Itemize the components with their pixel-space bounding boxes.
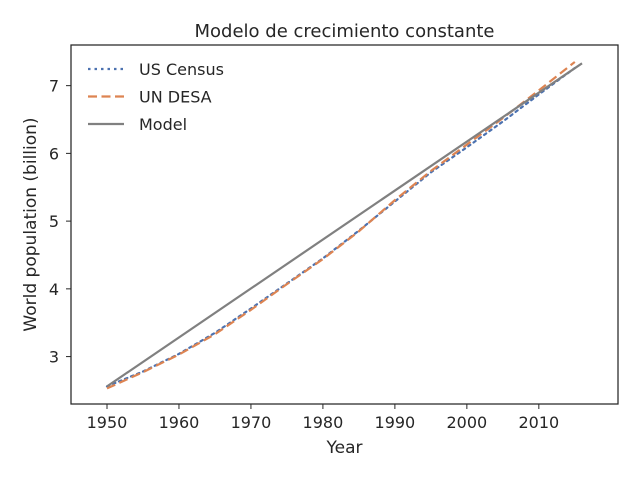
x-tick-label: 2010 — [518, 413, 559, 432]
x-tick-label: 1990 — [375, 413, 416, 432]
y-tick-label: 3 — [49, 348, 59, 367]
legend: US Census UN DESA Model — [88, 60, 224, 134]
x-tick-label: 1970 — [231, 413, 272, 432]
series-line-2 — [106, 61, 576, 390]
plot-lines — [105, 61, 583, 390]
chart-title: Modelo de crecimiento constante — [194, 21, 494, 42]
plot-frame — [70, 44, 619, 405]
y-tick-label: 7 — [49, 77, 59, 96]
x-axis-ticks: 1950 1960 1970 1980 1990 2000 2010 — [87, 404, 559, 432]
x-tick-label: 1980 — [303, 413, 344, 432]
y-tick-label: 5 — [49, 212, 59, 231]
x-tick-label: 2000 — [446, 413, 487, 432]
x-tick-label: 1950 — [87, 413, 128, 432]
x-axis-title: Year — [326, 438, 363, 458]
y-axis-ticks: 3 4 5 6 7 — [49, 77, 71, 367]
legend-label: Model — [139, 115, 187, 134]
x-tick-label: 1960 — [159, 413, 200, 432]
series-line-3 — [106, 62, 583, 388]
legend-label: UN DESA — [139, 88, 212, 107]
y-axis-title: World population (billion) — [21, 117, 41, 331]
legend-label: US Census — [139, 60, 224, 79]
y-tick-label: 6 — [49, 144, 59, 163]
y-tick-label: 4 — [49, 280, 59, 299]
